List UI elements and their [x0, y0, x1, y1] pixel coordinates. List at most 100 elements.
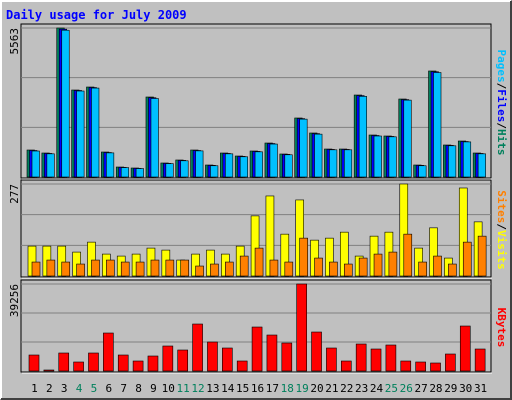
- bar: [385, 344, 397, 372]
- bar: [58, 352, 70, 372]
- bar: [477, 235, 487, 277]
- legend-entry: Hits: [495, 129, 508, 156]
- legend-separator: /: [495, 223, 508, 230]
- bar: [448, 145, 457, 178]
- bar: [388, 136, 397, 178]
- bar: [239, 255, 249, 277]
- legend-entry: Sites: [495, 190, 508, 223]
- bar: [225, 261, 234, 277]
- x-tick-label: 22: [340, 382, 353, 395]
- bar: [147, 355, 159, 372]
- bar: [120, 261, 130, 277]
- bar: [340, 360, 352, 372]
- x-tick-label: 11: [177, 382, 190, 395]
- bar: [299, 118, 308, 178]
- bar: [474, 348, 486, 372]
- bar: [43, 369, 55, 372]
- y-tick-label: 5563: [8, 28, 21, 55]
- bar: [31, 261, 41, 277]
- bar: [225, 153, 234, 178]
- bar: [358, 257, 368, 277]
- x-tick-label: 15: [236, 382, 249, 395]
- bar: [103, 332, 114, 372]
- x-tick-label: 24: [370, 382, 384, 395]
- bar: [195, 265, 204, 277]
- bar: [462, 241, 472, 277]
- bar: [106, 152, 115, 178]
- chart-title: Daily usage for July 2009: [6, 8, 187, 22]
- bar: [269, 259, 279, 277]
- bar: [210, 165, 219, 178]
- bar: [88, 352, 99, 372]
- bar: [251, 326, 263, 372]
- bar: [373, 253, 383, 277]
- bar: [281, 342, 293, 372]
- bar: [46, 259, 56, 277]
- legend-entry: Files: [495, 89, 508, 122]
- x-tick-label: 6: [105, 382, 112, 395]
- bar: [28, 354, 40, 372]
- x-tick-label: 28: [429, 382, 442, 395]
- bar: [31, 150, 40, 178]
- bar: [284, 261, 294, 277]
- bar: [326, 347, 337, 372]
- bar: [403, 233, 413, 277]
- x-tick-label: 8: [135, 382, 142, 395]
- x-tick-label: 13: [206, 382, 219, 395]
- x-tick-label: 4: [76, 382, 83, 395]
- bar: [343, 149, 353, 178]
- bar: [433, 72, 442, 178]
- bar: [269, 143, 278, 178]
- bar: [266, 334, 278, 372]
- x-tick-label: 23: [355, 382, 368, 395]
- bar: [403, 99, 412, 178]
- bar: [120, 167, 130, 178]
- bar: [388, 251, 398, 277]
- x-tick-label: 16: [251, 382, 264, 395]
- bar: [284, 154, 293, 178]
- x-tick-label: 14: [221, 382, 235, 395]
- x-tick-label: 21: [325, 382, 338, 395]
- x-tick-label: 31: [474, 382, 487, 395]
- bar: [477, 153, 486, 178]
- bar: [459, 325, 471, 372]
- bar: [150, 259, 160, 277]
- bar: [415, 361, 426, 372]
- bar: [254, 151, 263, 178]
- bar: [76, 90, 85, 178]
- bar: [329, 261, 338, 277]
- bar: [210, 263, 219, 277]
- bar: [46, 153, 55, 178]
- bar: [91, 259, 100, 277]
- bar: [180, 160, 189, 178]
- bar: [430, 362, 441, 372]
- x-tick-label: 27: [414, 382, 427, 395]
- bar: [373, 135, 382, 178]
- bar: [165, 163, 174, 178]
- bar: [343, 263, 353, 277]
- bar: [207, 341, 218, 372]
- x-tick-label: 7: [120, 382, 127, 395]
- bar: [135, 168, 144, 178]
- bar: [239, 156, 248, 178]
- legend-entry: Visits: [495, 230, 508, 270]
- bar: [445, 353, 456, 372]
- legend: KBytes: [495, 308, 508, 348]
- x-tick-label: 1: [31, 382, 38, 395]
- bar: [314, 257, 323, 277]
- bar: [462, 141, 472, 178]
- bar: [433, 255, 442, 277]
- x-tick-label: 12: [191, 382, 204, 395]
- x-tick-label: 20: [310, 382, 323, 395]
- bar: [311, 331, 322, 372]
- legend-separator: /: [495, 83, 508, 90]
- bar: [61, 261, 71, 277]
- legend-entry: Pages: [495, 50, 508, 83]
- legend-separator: /: [495, 122, 508, 129]
- bar: [165, 259, 175, 277]
- x-tick-label: 29: [444, 382, 457, 395]
- bar: [448, 263, 457, 277]
- bar: [180, 259, 190, 277]
